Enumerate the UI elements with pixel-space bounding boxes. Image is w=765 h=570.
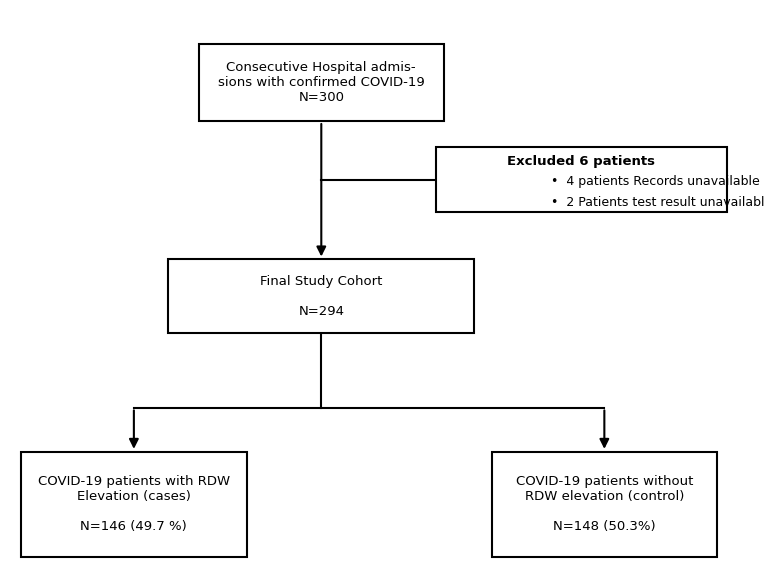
FancyBboxPatch shape [199, 44, 444, 121]
Text: •  2 Patients test result unavailable: • 2 Patients test result unavailable [551, 196, 765, 209]
Text: Final Study Cohort

N=294: Final Study Cohort N=294 [260, 275, 382, 318]
Text: COVID-19 patients with RDW
Elevation (cases)

N=146 (49.7 %): COVID-19 patients with RDW Elevation (ca… [37, 475, 230, 534]
FancyBboxPatch shape [168, 259, 474, 333]
FancyBboxPatch shape [21, 451, 246, 557]
Text: Excluded 6 patients: Excluded 6 patients [507, 155, 656, 168]
FancyBboxPatch shape [491, 451, 717, 557]
FancyBboxPatch shape [436, 146, 727, 212]
Text: Consecutive Hospital admis-
sions with confirmed COVID-19
N=300: Consecutive Hospital admis- sions with c… [218, 61, 425, 104]
Text: COVID-19 patients without
RDW elevation (control)

N=148 (50.3%): COVID-19 patients without RDW elevation … [516, 475, 693, 534]
Text: •  4 patients Records unavailable: • 4 patients Records unavailable [551, 175, 760, 188]
